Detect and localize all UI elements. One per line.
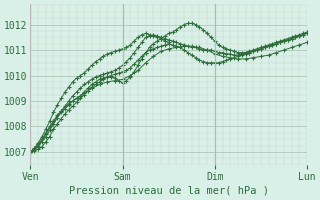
X-axis label: Pression niveau de la mer( hPa ): Pression niveau de la mer( hPa ) [69, 186, 269, 196]
